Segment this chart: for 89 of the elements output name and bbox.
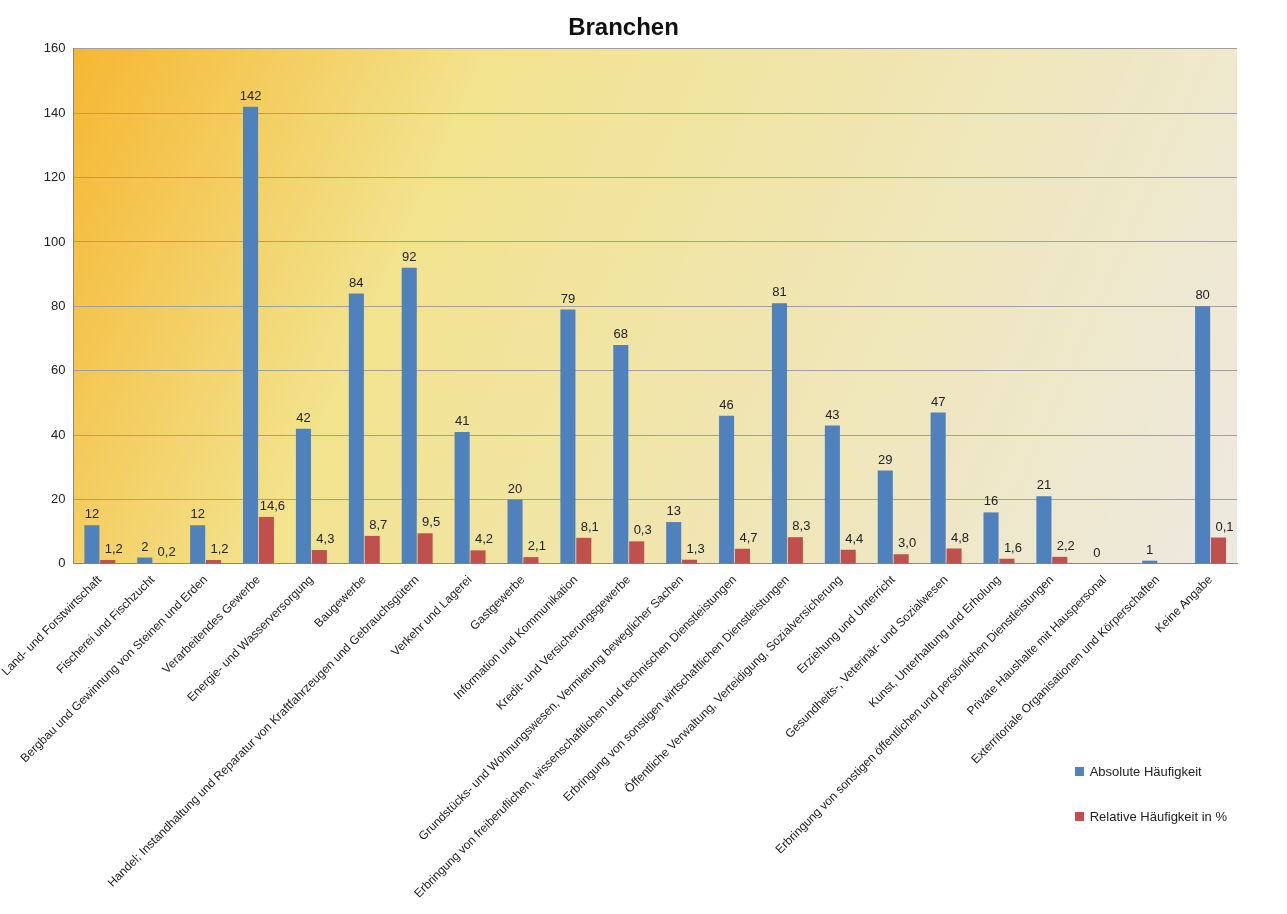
data-label: 2,2 — [1056, 537, 1075, 553]
bar — [877, 470, 893, 564]
data-label: 21 — [1036, 477, 1052, 493]
y-tick-label: 80 — [50, 297, 66, 313]
bar — [840, 549, 856, 564]
data-label: 84 — [349, 274, 364, 290]
data-label: 43 — [825, 406, 840, 422]
bar — [734, 548, 750, 564]
data-label: 4,2 — [474, 531, 494, 547]
data-label: 16 — [983, 493, 999, 509]
data-label: 92 — [402, 248, 417, 264]
legend-label: Absolute Häufigkeit — [1089, 764, 1202, 779]
bar — [613, 344, 629, 564]
bar — [258, 516, 274, 564]
bar — [364, 535, 380, 564]
bar — [1036, 496, 1052, 564]
bar — [1195, 306, 1211, 564]
data-label: 3,0 — [898, 535, 917, 551]
bar — [295, 428, 311, 564]
bar — [190, 525, 206, 564]
bar — [1052, 556, 1068, 564]
data-label: 79 — [560, 290, 576, 306]
y-tick-label: 20 — [50, 491, 66, 507]
data-label: 47 — [930, 393, 946, 409]
data-label: 20 — [507, 480, 523, 496]
bar — [930, 412, 946, 564]
data-label: 9,5 — [422, 514, 441, 530]
data-label: 81 — [772, 284, 787, 300]
bar — [824, 425, 840, 564]
data-label: 4,4 — [845, 530, 864, 546]
bar — [946, 548, 962, 564]
bar — [983, 512, 999, 564]
annotation: 0,3 — [633, 522, 652, 538]
bar — [666, 522, 682, 564]
data-label: 2,1 — [527, 538, 546, 554]
data-label: 0 — [1093, 544, 1101, 560]
y-tick-label: 160 — [43, 40, 66, 56]
data-label: 1,6 — [1003, 539, 1022, 555]
bar — [629, 541, 645, 564]
bar — [576, 537, 592, 564]
bar — [454, 431, 470, 564]
y-tick-label: 40 — [50, 426, 66, 442]
bar — [787, 537, 803, 564]
bar — [137, 557, 153, 564]
data-label: 1 — [1146, 541, 1154, 557]
bar — [893, 554, 909, 564]
bar — [417, 533, 433, 564]
data-label: 1,2 — [104, 541, 123, 557]
data-label: 4,8 — [950, 529, 970, 545]
data-label: 1,2 — [210, 541, 229, 557]
chart-title: Branchen — [568, 13, 679, 41]
bar — [243, 106, 259, 564]
data-label: 2 — [141, 538, 149, 554]
bar — [311, 550, 327, 564]
data-label: 4,3 — [316, 531, 335, 547]
bar — [470, 550, 486, 564]
data-label: 80 — [1195, 287, 1210, 303]
data-label: 41 — [454, 412, 470, 428]
data-label: 68 — [613, 326, 629, 342]
bar — [1210, 537, 1227, 564]
y-tick-label: 120 — [43, 169, 66, 185]
data-label: 1,3 — [686, 540, 705, 556]
y-tick-label: 60 — [50, 362, 66, 378]
data-label: 29 — [878, 451, 893, 467]
bar — [771, 303, 788, 564]
data-label: 0,2 — [157, 544, 176, 560]
data-label: 12 — [84, 506, 100, 522]
annotation: 0,1 — [1215, 518, 1234, 534]
data-label: 4,7 — [739, 529, 758, 545]
data-label: 42 — [296, 409, 311, 425]
y-tick-label: 0 — [58, 555, 66, 571]
bar — [507, 499, 523, 564]
bar — [84, 525, 100, 564]
bar — [560, 309, 576, 564]
data-label: 14,6 — [259, 497, 286, 513]
data-label: 8,1 — [580, 518, 599, 534]
bar — [719, 415, 735, 564]
data-label: 46 — [719, 396, 734, 412]
y-tick-label: 100 — [43, 233, 66, 249]
bar — [348, 293, 364, 564]
data-label: 12 — [190, 506, 205, 522]
legend-label: Relative Häufigkeit in % — [1089, 809, 1227, 824]
data-label: 8,3 — [792, 518, 811, 534]
bar — [401, 267, 417, 564]
data-label: 8,7 — [369, 516, 388, 532]
bar — [523, 557, 539, 564]
y-tick-label: 140 — [43, 104, 66, 120]
data-label: 13 — [666, 503, 681, 519]
data-label: 142 — [239, 87, 262, 103]
